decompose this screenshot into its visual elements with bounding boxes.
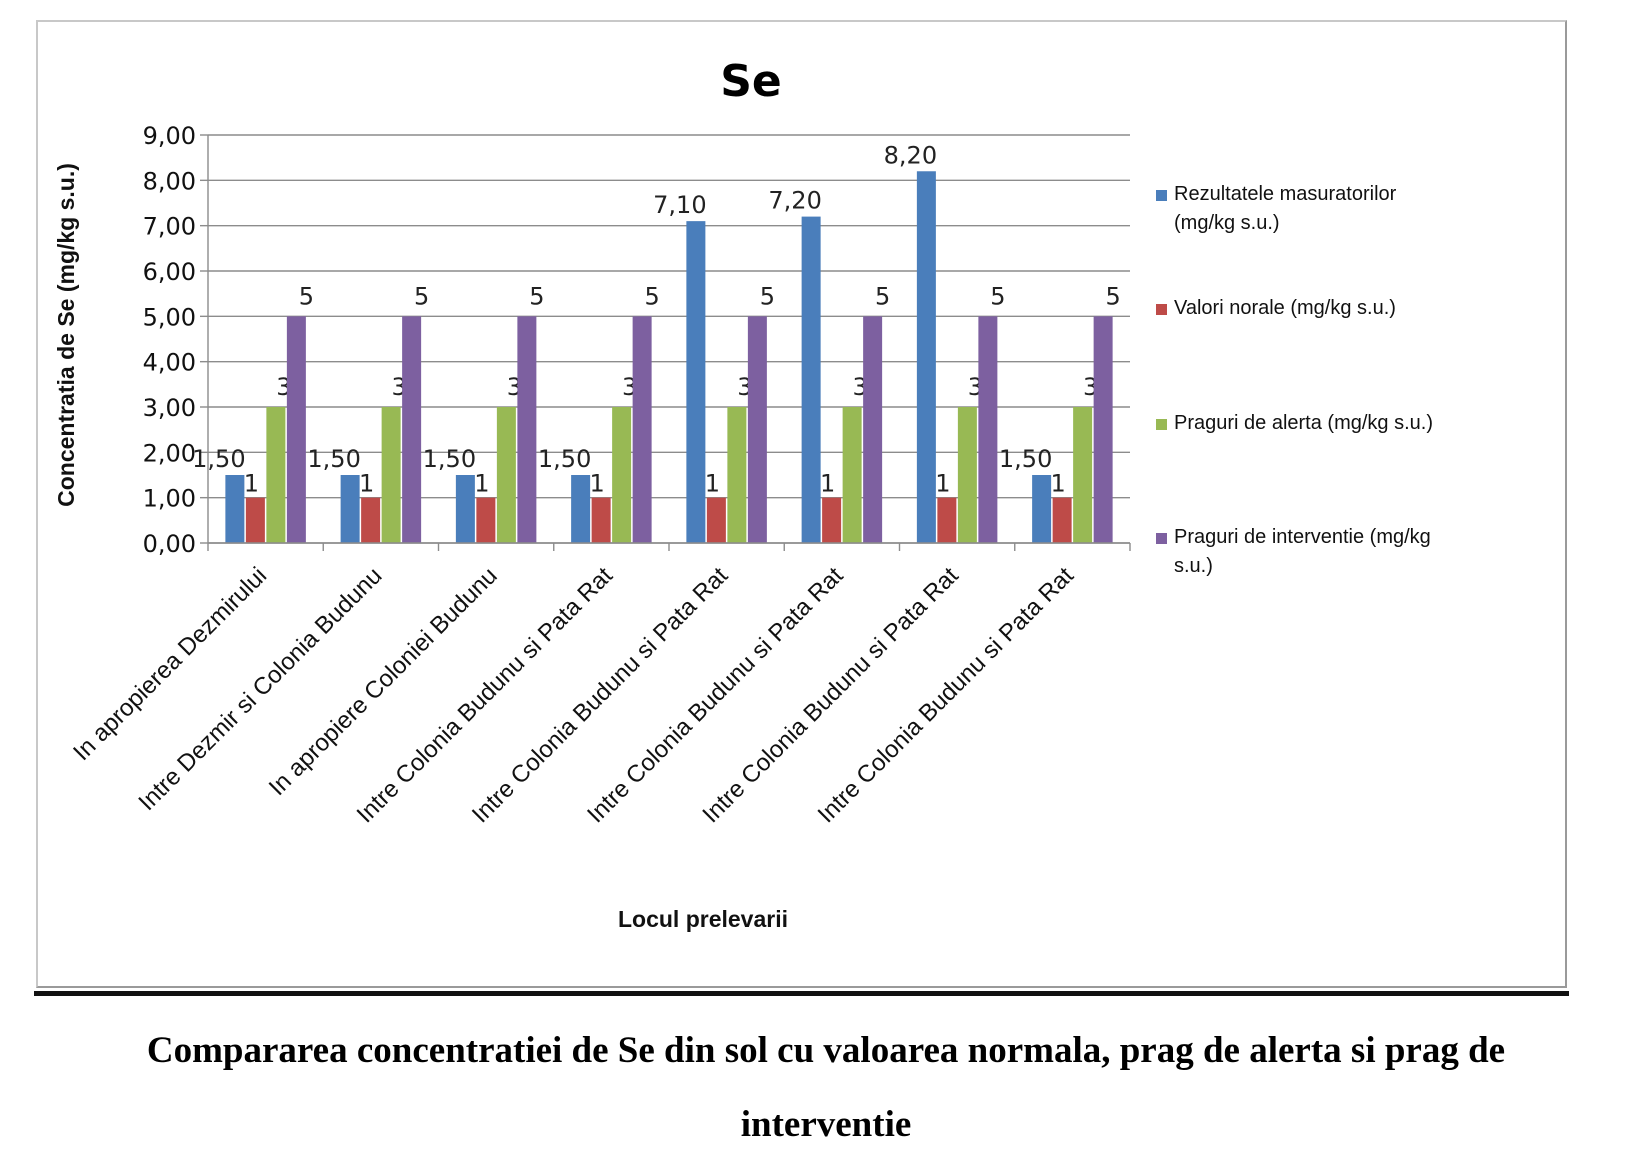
data-label: 5 — [299, 282, 314, 310]
bar — [571, 475, 591, 543]
legend-swatch — [1156, 304, 1167, 315]
bar — [381, 407, 401, 543]
bar — [286, 316, 306, 543]
bar — [822, 497, 842, 543]
bar — [957, 407, 977, 543]
data-label: 1 — [1050, 470, 1065, 498]
data-label: 1,50 — [192, 445, 245, 473]
bar — [978, 316, 998, 543]
x-tick-label: Intre Dezmir si Colonia Budunu — [133, 562, 387, 816]
legend-swatch — [1156, 419, 1167, 430]
x-tick-label: Intre Colonia Budunu si Pata Rat — [582, 562, 848, 828]
y-axis-label: Concentratia de Se (mg/kg s.u.) — [53, 163, 79, 507]
bar — [727, 407, 747, 543]
data-label: 1 — [935, 470, 950, 498]
bar — [402, 316, 422, 543]
se-bar-chart: Se 0,00 1,00 2,00 3,00 4,00 5,00 6,00 7,00 8,00 9,… — [53, 56, 1433, 932]
y-tick-label: 1,00 — [143, 485, 196, 513]
bar — [455, 475, 475, 543]
data-label: 1 — [359, 470, 374, 498]
legend-label: Praguri de interventie (mg/kg — [1174, 526, 1431, 548]
data-label: 1,50 — [999, 445, 1052, 473]
legend-label: Praguri de alerta (mg/kg s.u.) — [1174, 412, 1433, 434]
chart-frame: Se 0,00 1,00 2,00 3,00 4,00 5,00 6,00 7,00 8,00 9,… — [36, 20, 1567, 988]
x-tick-label: Intre Colonia Budunu si Pata Rat — [352, 562, 618, 828]
bar — [612, 407, 632, 543]
data-label: 8,20 — [884, 141, 937, 169]
bar — [747, 316, 767, 543]
y-tick-label: 4,00 — [143, 349, 196, 377]
bar — [801, 216, 821, 543]
data-label: 7,20 — [768, 187, 821, 215]
bar — [496, 407, 516, 543]
x-tick-label: Intre Colonia Budunu si Pata Rat — [813, 562, 1079, 828]
data-label: 1,50 — [307, 445, 360, 473]
legend-swatch — [1156, 190, 1167, 201]
bar — [632, 316, 652, 543]
legend-label: (mg/kg s.u.) — [1174, 212, 1280, 234]
data-label: 1 — [705, 470, 720, 498]
data-label: 5 — [990, 282, 1005, 310]
data-label: 7,10 — [653, 191, 706, 219]
bar — [517, 316, 537, 543]
bar — [245, 497, 265, 543]
data-label: 5 — [414, 282, 429, 310]
bar — [686, 221, 706, 543]
caption-line-1: Compararea concentratiei de Se din sol c… — [146, 1030, 1506, 1071]
chart-title: Se — [720, 56, 782, 107]
data-label: 1,50 — [538, 445, 591, 473]
bar — [361, 497, 381, 543]
legend-label: Valori norale (mg/kg s.u.) — [1174, 297, 1396, 319]
bar — [591, 497, 611, 543]
y-tick-label: 9,00 — [143, 122, 196, 150]
data-label: 5 — [875, 282, 890, 310]
x-tick-label: Intre Colonia Budunu si Pata Rat — [467, 562, 733, 828]
bar — [340, 475, 360, 543]
bar — [266, 407, 286, 543]
data-label: 5 — [760, 282, 775, 310]
x-tick-label: In apropierea Dezmirului — [68, 562, 272, 766]
y-tick-label: 6,00 — [143, 258, 196, 286]
legend-label: Rezultatele masuratorilor — [1174, 183, 1397, 205]
y-tick-label: 8,00 — [143, 167, 196, 195]
data-label: 1 — [589, 470, 604, 498]
caption-line-2: interventie — [740, 1104, 912, 1145]
bar — [916, 171, 936, 543]
bar — [225, 475, 245, 543]
y-tick-label: 0,00 — [143, 530, 196, 558]
legend-label: s.u.) — [1174, 555, 1213, 577]
caption-rule — [34, 991, 1569, 996]
data-label: 1 — [244, 470, 259, 498]
data-label: 5 — [1105, 282, 1120, 310]
bar — [842, 407, 862, 543]
data-label: 1 — [820, 470, 835, 498]
bar — [1052, 497, 1072, 543]
y-tick-label: 3,00 — [143, 394, 196, 422]
x-tick-label: Intre Colonia Budunu si Pata Rat — [697, 562, 963, 828]
bar — [1032, 475, 1052, 543]
x-axis-label: Locul prelevarii — [618, 906, 788, 932]
data-label: 1 — [474, 470, 489, 498]
bar — [706, 497, 726, 543]
bar — [476, 497, 496, 543]
bar — [863, 316, 883, 543]
legend-swatch — [1156, 533, 1167, 544]
bar — [1093, 316, 1113, 543]
y-tick-label: 5,00 — [143, 303, 196, 331]
bar — [1073, 407, 1093, 543]
y-tick-label: 7,00 — [143, 213, 196, 241]
figure-caption: Compararea concentratiei de Se din sol c… — [40, 1014, 1612, 1162]
data-label: 5 — [644, 282, 659, 310]
y-tick-label: 2,00 — [143, 439, 196, 467]
data-label: 1,50 — [423, 445, 476, 473]
x-tick-label: In apropiere Coloniei Budunu — [264, 562, 503, 801]
bar — [937, 497, 957, 543]
data-label: 5 — [529, 282, 544, 310]
